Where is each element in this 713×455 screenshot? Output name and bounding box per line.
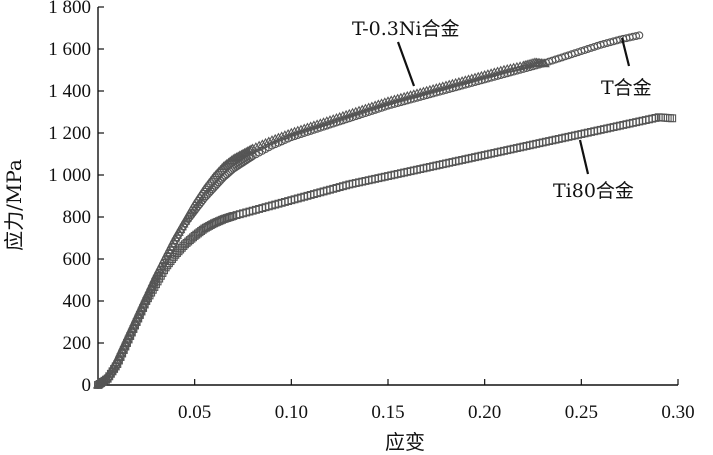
leader-line-ti-0.3ni [396,41,416,87]
y-tick-label: 1 400 [48,81,91,102]
x-tick-label: 0.05 [178,402,211,423]
x-axis-title: 应变 [385,430,425,454]
y-tick-label: 1 600 [48,39,91,60]
y-tick-label: 1 800 [48,0,91,18]
series-triangle [92,57,550,389]
y-tick-label: 0 [82,375,92,396]
data-point [663,114,672,122]
leader-line-ti80 [578,139,590,175]
series-circle [94,31,644,389]
y-tick-label: 200 [63,333,92,354]
annotation-t-0.3ni: T-0.3Ni合金 [352,18,460,40]
tick-labels: 0.05 0.10 0.15 0.20 0.25 0.30 0 200 400 600 800 1 0… [48,0,694,423]
data-point [668,114,677,123]
series-layer [92,31,677,389]
data-point [659,113,668,122]
x-tick-label: 0.30 [661,402,694,423]
y-tick-label: 1 000 [48,165,91,186]
tick-marks [98,6,679,386]
annotation-t: T合金 [601,77,652,99]
annotation-ti80: Ti80合金 [553,180,634,202]
y-tick-label: 600 [63,249,92,270]
leader-line-t [620,37,631,67]
data-point [635,31,644,40]
annotations: T-0.3Ni合金 T合金 Ti80合金 [352,18,652,202]
data-point [632,32,641,40]
x-tick-label: 0.10 [275,402,308,423]
y-tick-label: 400 [63,291,92,312]
data-point [242,146,253,155]
series-square [94,113,677,389]
y-axis-title: 应力/MPa [2,159,26,251]
data-point [661,113,670,122]
x-tick-label: 0.20 [468,402,501,423]
data-point [665,114,674,123]
y-tick-label: 800 [63,207,92,228]
x-tick-label: 0.25 [565,402,598,423]
x-tick-label: 0.15 [371,402,404,423]
y-tick-label: 1 200 [48,123,91,144]
